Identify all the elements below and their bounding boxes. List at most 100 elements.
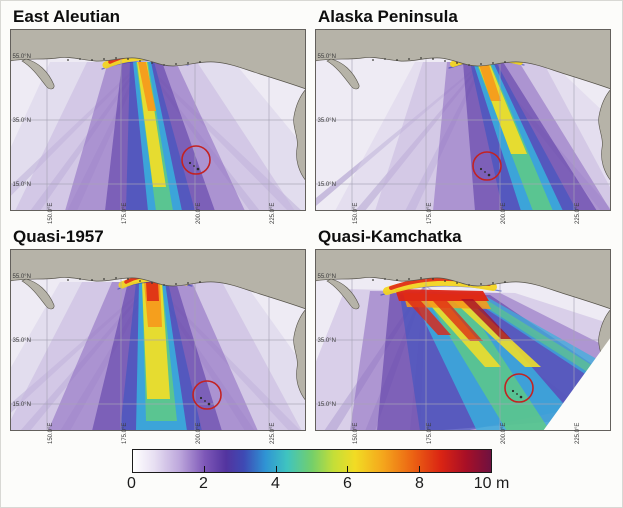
- lat-tick-label: 55.0°N: [13, 274, 31, 280]
- map-frame: [10, 29, 306, 211]
- aleutian-island-dot: [444, 280, 446, 282]
- aleutian-island-dot: [372, 59, 374, 61]
- land-alaska-siberia: [10, 249, 306, 310]
- map-quasi-1957: 55.0°N 35.0°N 15.0°N 150.0°E 175.0°E 200.0°E 2…: [10, 249, 306, 444]
- lon-tick-label: 175.0°E: [427, 203, 433, 224]
- hawaii-island-dot: [204, 400, 206, 402]
- tsunami-beam: [138, 62, 156, 111]
- panel-title-alaska-peninsula: Alaska Peninsula: [318, 7, 458, 26]
- lon-tick-label: 200.0°E: [501, 423, 507, 444]
- colorbar-tick-label: 0: [127, 475, 136, 492]
- hawaii-circle: [181, 145, 211, 175]
- lon-tick-label: 150.0°E: [353, 423, 359, 444]
- lon-tick-label: 200.0°E: [196, 203, 202, 224]
- aleutian-island-dot: [115, 277, 117, 279]
- hawaii-circle: [472, 151, 502, 181]
- land-alaska-siberia: [315, 249, 611, 310]
- lon-tick-label: 225.0°E: [270, 423, 276, 444]
- aleutian-island-dot: [396, 59, 398, 61]
- colorbar-tick-label: 10 m: [473, 475, 510, 492]
- lon-tick-label: 175.0°E: [427, 423, 433, 444]
- lat-tick-label: 35.0°N: [318, 338, 336, 344]
- tsunami-beam: [137, 62, 166, 187]
- panel-quasi-kamchatka: Quasi-Kamchatka 55.0°N 35.0°N 15.0°N 150.0°…: [315, 225, 611, 445]
- map-frame: [315, 29, 611, 211]
- aleutian-island-dot: [67, 279, 69, 281]
- aleutian-island-dot: [187, 62, 189, 64]
- lat-tick-label: 15.0°N: [318, 182, 336, 188]
- colorbar-labels: 0 2 4 6 8 10 m: [127, 475, 509, 495]
- aleutian-island-dot: [384, 278, 386, 280]
- land-kamchatka: [21, 58, 55, 90]
- colorbar-tick-label: 2: [199, 475, 208, 492]
- aleutian-island-dot: [456, 62, 458, 64]
- tsunami-beam: [465, 295, 611, 391]
- aleutian-island-dot: [139, 280, 141, 282]
- hawaii-island-dot: [188, 161, 192, 165]
- aleutian-island-dot: [468, 284, 470, 286]
- panel-alaska-peninsula: Alaska Peninsula 55.0°N 35.0°N 15.0°N 150.0…: [315, 5, 611, 225]
- tsunami-beam: [395, 289, 489, 301]
- aleutian-island-dot: [79, 278, 81, 280]
- aleutian-island-dot: [420, 277, 422, 279]
- aleutian-island-dot: [103, 278, 105, 280]
- lon-tick-label: 225.0°E: [270, 203, 276, 224]
- aleutian-island-dot: [408, 278, 410, 280]
- aleutian-island-dot: [420, 57, 422, 59]
- colorbar-tick-mark: [347, 466, 349, 472]
- map-alaska-peninsula: 55.0°N 35.0°N 15.0°N 150.0°E 175.0°E 200.0°E 2…: [315, 29, 611, 224]
- hawaii-island-dot: [193, 165, 195, 167]
- map-east-aleutian: 55.0°N 35.0°N 15.0°N 150.0°E 175.0°E 200.0°E 2…: [10, 29, 306, 224]
- lon-tick-label: 150.0°E: [353, 203, 359, 224]
- aleutian-island-dot: [492, 282, 494, 284]
- lon-tick-label: 200.0°E: [196, 423, 202, 444]
- lon-tick-label: 150.0°E: [48, 203, 54, 224]
- aleutian-island-dot: [175, 283, 177, 285]
- tsunami-beam: [433, 301, 483, 341]
- aleutian-island-dot: [67, 59, 69, 61]
- colorbar-gradient: [131, 449, 492, 473]
- aleutian-island-dot: [163, 284, 165, 286]
- panel-title-east-aleutian: East Aleutian: [13, 7, 121, 26]
- lat-tick-label: 15.0°N: [13, 182, 31, 188]
- aleutian-island-dot: [163, 64, 165, 66]
- land-kamchatka: [326, 278, 360, 310]
- hawaii-circle: [192, 380, 222, 410]
- aleutian-island-dot: [103, 58, 105, 60]
- land-north-america: [598, 88, 611, 182]
- panel-east-aleutian: East Aleutian 55.0°N 35.0°N 15.0°N 150.0°E 1…: [10, 5, 306, 225]
- aleutian-island-dot: [91, 279, 93, 281]
- lat-tick-label: 15.0°N: [13, 402, 31, 408]
- map-frame: [315, 249, 611, 431]
- hawaii-island-dot: [519, 395, 523, 399]
- lon-tick-label: 200.0°E: [501, 203, 507, 224]
- colorbar-tick-label: 6: [343, 475, 352, 492]
- tsunami-beam: [461, 299, 511, 339]
- aleutian-island-dot: [504, 61, 506, 63]
- aleutian-island-dot: [91, 59, 93, 61]
- lat-tick-label: 35.0°N: [13, 338, 31, 344]
- lat-tick-label: 55.0°N: [318, 274, 336, 280]
- lat-tick-label: 15.0°N: [318, 402, 336, 408]
- hawaii-island-dot: [511, 389, 515, 393]
- lat-tick-label: 55.0°N: [318, 54, 336, 60]
- tsunami-beam: [146, 282, 159, 301]
- hawaii-island-dot: [484, 171, 486, 173]
- hawaii-island-dot: [487, 173, 491, 177]
- lon-tick-label: 225.0°E: [575, 423, 581, 444]
- hawaii-island-dot: [199, 396, 203, 400]
- model-domain-edge: [543, 337, 611, 431]
- aleutian-island-dot: [492, 62, 494, 64]
- aleutian-island-dot: [151, 282, 153, 284]
- lat-tick-label: 35.0°N: [13, 118, 31, 124]
- colorbar-tick-mark: [418, 466, 420, 472]
- lon-tick-label: 150.0°E: [48, 423, 54, 444]
- aleutian-island-dot: [151, 62, 153, 64]
- aleutian-island-dot: [127, 58, 129, 60]
- aleutian-island-dot: [79, 58, 81, 60]
- aleutian-island-dot: [372, 279, 374, 281]
- aleutian-island-dot: [432, 278, 434, 280]
- lon-tick-label: 225.0°E: [575, 203, 581, 224]
- aleutian-island-dot: [384, 58, 386, 60]
